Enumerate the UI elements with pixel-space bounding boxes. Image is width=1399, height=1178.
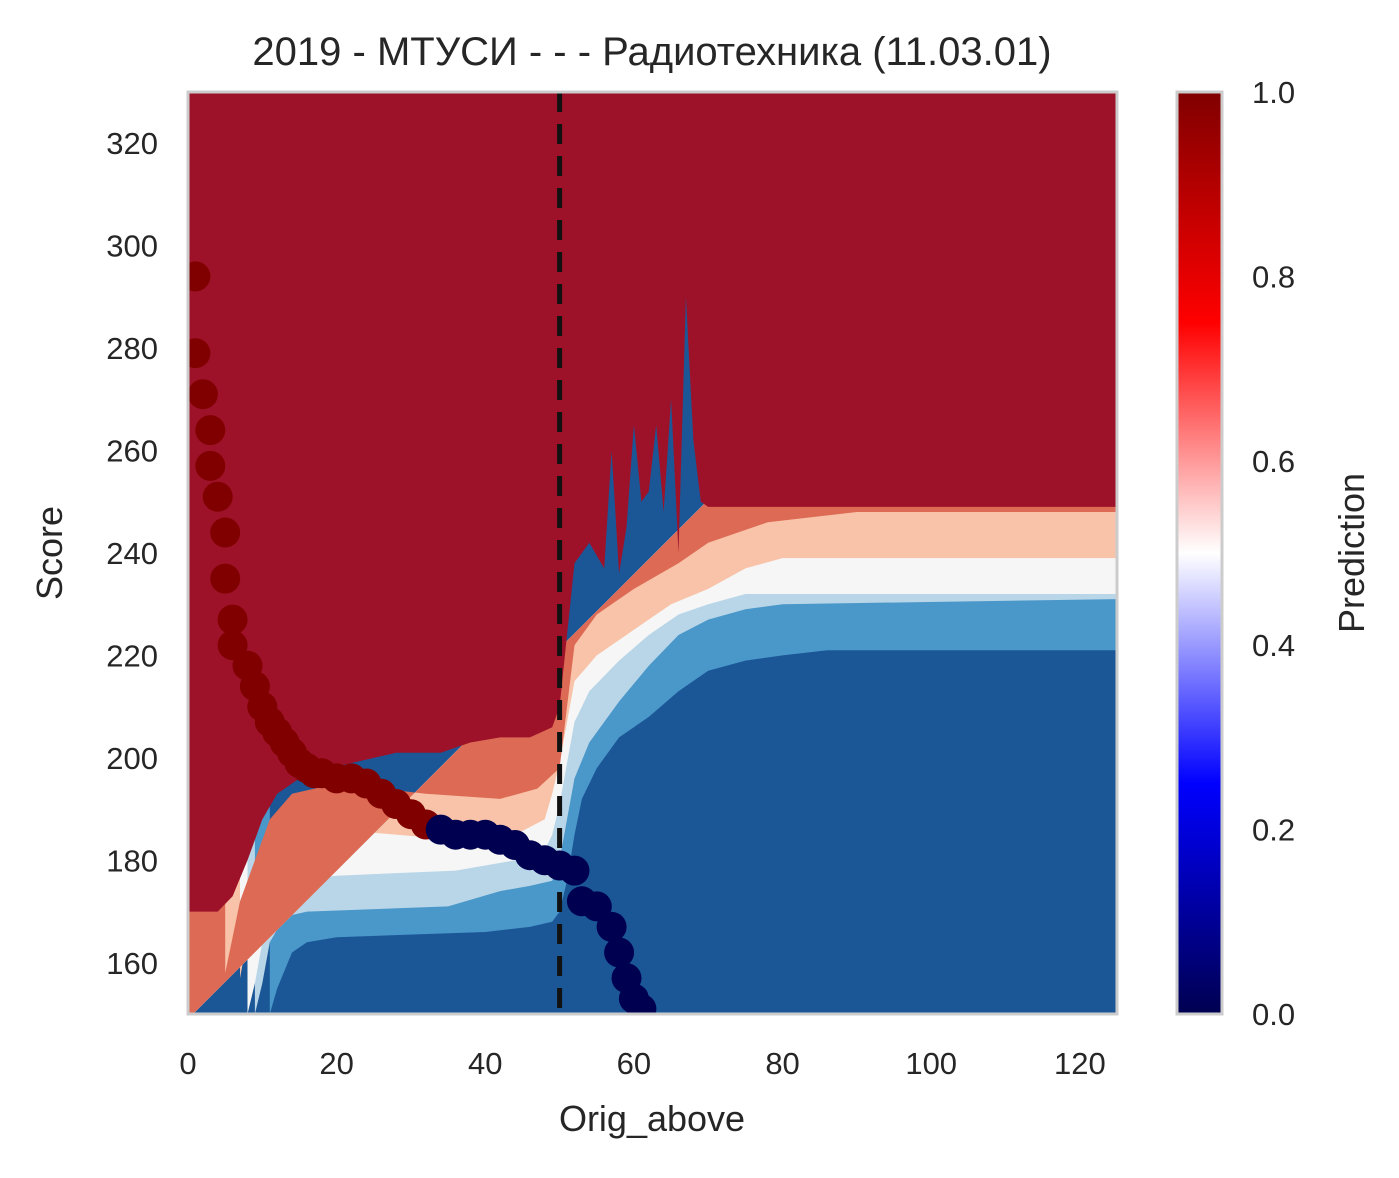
y-tick-label: 240 <box>106 536 158 571</box>
scatter-point-3 <box>195 415 226 446</box>
scatter-point-0 <box>188 261 211 292</box>
contour-band-5 <box>188 92 1117 1014</box>
scatter-point-37 <box>559 855 590 886</box>
y-tick-label: 300 <box>106 229 158 264</box>
scatter-point-5 <box>202 481 233 512</box>
contour-fills <box>188 92 1117 1014</box>
y-tick-label: 260 <box>106 434 158 469</box>
colorbar-tick-label: 0.4 <box>1252 628 1295 663</box>
y-tick-label: 220 <box>106 638 158 673</box>
colorbar-tick-label: 0.0 <box>1252 997 1295 1032</box>
y-tick-label: 180 <box>106 843 158 878</box>
x-axis-label: Orig_above <box>559 1098 745 1139</box>
x-tick-label: 120 <box>1054 1046 1106 1081</box>
x-axis-ticks: 0 20 40 60 80 100 120 <box>179 1046 1105 1081</box>
y-tick-label: 280 <box>106 331 158 366</box>
colorbar-tick-label: 0.6 <box>1252 444 1295 479</box>
scatter-point-7 <box>210 563 241 594</box>
x-tick-label: 20 <box>319 1046 353 1081</box>
x-tick-label: 40 <box>468 1046 502 1081</box>
scatter-point-1 <box>188 338 211 369</box>
y-tick-label: 320 <box>106 126 158 161</box>
colorbar-tick-label: 0.8 <box>1252 259 1295 294</box>
scatter-point-40 <box>596 911 627 942</box>
colorbar: 0.0 0.2 0.4 0.6 0.8 1.0 Prediction <box>1175 75 1372 1032</box>
colorbar-tick-label: 0.2 <box>1252 813 1295 848</box>
chart-title: 2019 - МТУСИ - - - Радиотехника (11.03.0… <box>252 30 1051 74</box>
scatter-series <box>188 261 657 1014</box>
scatter-point-44 <box>626 993 657 1014</box>
colorbar-gradient <box>1175 90 1224 1016</box>
scatter-point-6 <box>210 517 241 548</box>
y-axis-ticks: 160 180 200 220 240 260 280 300 320 <box>106 126 158 981</box>
x-tick-label: 100 <box>905 1046 957 1081</box>
scatter-point-4 <box>195 450 226 481</box>
plot-frame <box>186 90 1119 1016</box>
scatter-point-2 <box>188 379 218 410</box>
scatter-point-8 <box>217 604 248 635</box>
x-tick-label: 0 <box>179 1046 196 1081</box>
colorbar-ticks: 0.0 0.2 0.4 0.6 0.8 1.0 <box>1252 75 1295 1032</box>
plot-area <box>188 92 1117 1014</box>
colorbar-label: Prediction <box>1331 473 1372 633</box>
x-tick-label: 80 <box>765 1046 799 1081</box>
x-tick-label: 60 <box>617 1046 651 1081</box>
contour-band-6 <box>188 92 1117 912</box>
colorbar-tick-label: 1.0 <box>1252 75 1295 110</box>
y-axis-label: Score <box>29 506 70 600</box>
scatter-point-41 <box>604 937 635 968</box>
y-tick-label: 160 <box>106 946 158 981</box>
y-tick-label: 200 <box>106 741 158 776</box>
